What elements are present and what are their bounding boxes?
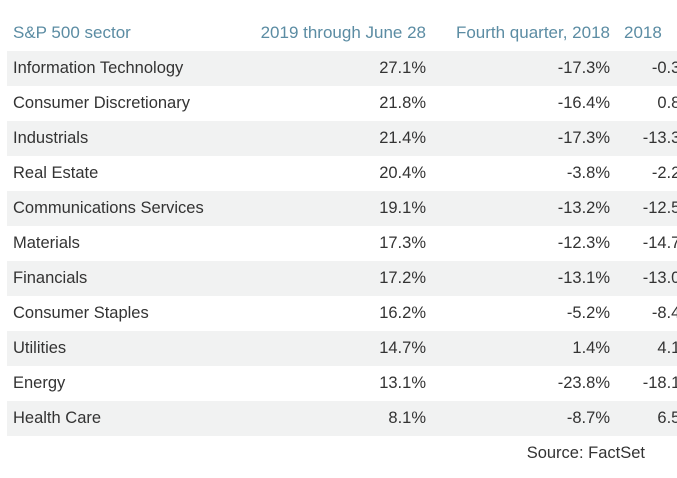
- sector-cell: Real Estate: [13, 164, 99, 182]
- year-2018-cell: 0.8%: [657, 94, 677, 112]
- ytd-2019-cell: 16.2%: [379, 304, 426, 322]
- sector-cell: Communications Services: [13, 199, 204, 217]
- table-row: Consumer Discretionary 21.8% -16.4% 0.8%: [7, 86, 677, 121]
- q4-2018-cell: -16.4%: [557, 94, 610, 112]
- table-row: Financials 17.2% -13.1% -13.0%: [7, 261, 677, 296]
- sector-cell: Materials: [13, 234, 80, 252]
- q4-2018-cell: -12.3%: [557, 234, 610, 252]
- q4-2018-cell: -3.8%: [566, 164, 610, 182]
- q4-2018-cell: -5.2%: [566, 304, 610, 322]
- year-2018-cell: -14.7%: [642, 234, 677, 252]
- ytd-2019-cell: 19.1%: [379, 199, 426, 217]
- year-2018-cell: 6.5%: [657, 409, 677, 427]
- year-2018-cell: -18.1%: [642, 374, 677, 392]
- sector-cell: Health Care: [13, 409, 102, 427]
- q4-2018-cell: 1.4%: [572, 339, 610, 357]
- ytd-2019-cell: 27.1%: [379, 59, 426, 77]
- sector-cell: Utilities: [13, 339, 67, 357]
- year-2018-cell: -8.4%: [651, 304, 677, 322]
- sector-cell: Energy: [13, 374, 66, 392]
- ytd-2019-cell: 8.1%: [388, 409, 426, 427]
- q4-2018-cell: -8.7%: [566, 409, 610, 427]
- sector-cell: Industrials: [13, 129, 89, 147]
- header-row: S&P 500 sector 2019 through June 28 Four…: [7, 15, 677, 51]
- table-row: Materials 17.3% -12.3% -14.7%: [7, 226, 677, 261]
- table-row: Information Technology 27.1% -17.3% -0.3%: [7, 51, 677, 86]
- header-2018: 2018: [624, 23, 662, 42]
- q4-2018-cell: -13.2%: [557, 199, 610, 217]
- ytd-2019-cell: 17.3%: [379, 234, 426, 252]
- year-2018-cell: -13.0%: [642, 269, 677, 287]
- sector-returns-table-container: S&P 500 sector 2019 through June 28 Four…: [7, 15, 677, 463]
- table-row: Real Estate 20.4% -3.8% -2.2%: [7, 156, 677, 191]
- ytd-2019-cell: 13.1%: [379, 374, 426, 392]
- sector-cell: Information Technology: [13, 59, 184, 77]
- q4-2018-cell: -17.3%: [557, 59, 610, 77]
- year-2018-cell: -13.3%: [642, 129, 677, 147]
- sector-cell: Consumer Staples: [13, 304, 149, 322]
- q4-2018-cell: -13.1%: [557, 269, 610, 287]
- sector-cell: Financials: [13, 269, 88, 287]
- year-2018-cell: -0.3%: [651, 59, 677, 77]
- header-sector: S&P 500 sector: [13, 23, 131, 42]
- table-row: Utilities 14.7% 1.4% 4.1%: [7, 331, 677, 366]
- year-2018-cell: 4.1%: [657, 339, 677, 357]
- table-row: Consumer Staples 16.2% -5.2% -8.4%: [7, 296, 677, 331]
- ytd-2019-cell: 14.7%: [379, 339, 426, 357]
- header-q4-2018: Fourth quarter, 2018: [455, 23, 610, 42]
- year-2018-cell: -2.2%: [651, 164, 677, 182]
- table-row: Energy 13.1% -23.8% -18.1%: [7, 366, 677, 401]
- source-note: Source: FactSet: [526, 444, 645, 462]
- table-header: S&P 500 sector 2019 through June 28 Four…: [7, 15, 677, 51]
- ytd-2019-cell: 21.8%: [379, 94, 426, 112]
- ytd-2019-cell: 20.4%: [379, 164, 426, 182]
- table-row: Health Care 8.1% -8.7% 6.5%: [7, 401, 677, 436]
- sector-cell: Consumer Discretionary: [13, 94, 190, 112]
- q4-2018-cell: -17.3%: [557, 129, 610, 147]
- header-2019-ytd: 2019 through June 28: [260, 23, 426, 42]
- table-row: Industrials 21.4% -17.3% -13.3%: [7, 121, 677, 156]
- ytd-2019-cell: 21.4%: [379, 129, 426, 147]
- sector-returns-table: S&P 500 sector 2019 through June 28 Four…: [7, 15, 677, 436]
- table-row: Communications Services 19.1% -13.2% -12.5%: [7, 191, 677, 226]
- table-body: Information Technology 27.1% -17.3% -0.3% Co…: [7, 51, 677, 436]
- ytd-2019-cell: 17.2%: [379, 269, 426, 287]
- year-2018-cell: -12.5%: [642, 199, 677, 217]
- q4-2018-cell: -23.8%: [557, 374, 610, 392]
